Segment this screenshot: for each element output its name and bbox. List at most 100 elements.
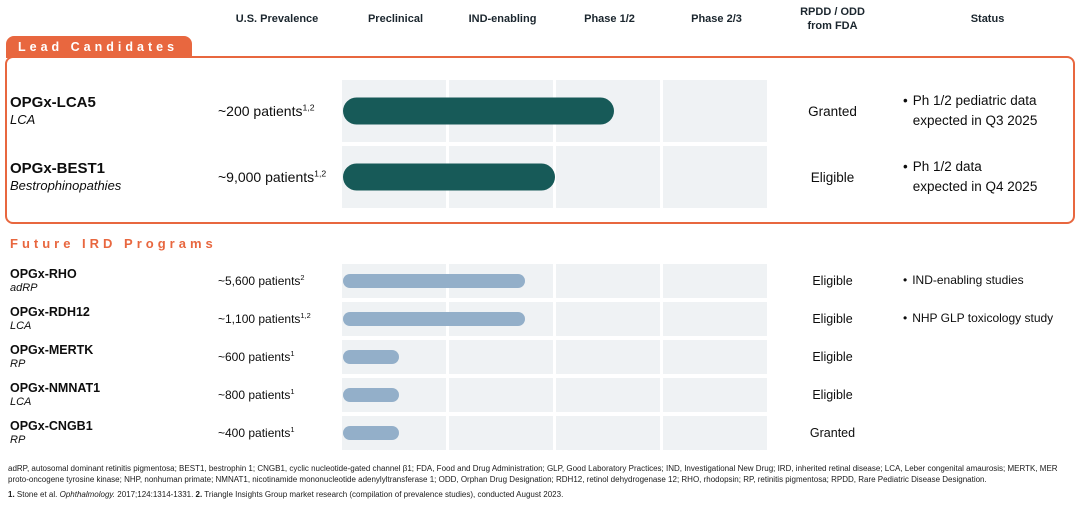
prevalence-reference-superscript: 1 xyxy=(290,387,295,396)
program-indication: LCA xyxy=(10,395,32,408)
program-name: OPGx-NMNAT1 xyxy=(10,380,101,395)
column-header-prevalence: U.S. Prevalence xyxy=(235,12,319,25)
progress-bar xyxy=(343,97,614,125)
pipeline-row-opgx-lca5: OPGx-LCA5 LCA ~200 patients1,2 Granted • Ph 1… xyxy=(0,78,1080,144)
stage-track xyxy=(342,144,770,210)
stage-track xyxy=(342,414,770,452)
program-name: OPGx-BEST1 xyxy=(10,160,106,178)
us-prevalence-value: ~1,100 patients1,2 xyxy=(218,311,311,326)
reference-segment: Triangle Insights Group market research … xyxy=(202,489,564,499)
status-bullet-icon: • xyxy=(903,311,908,326)
status-bullet-icon: • xyxy=(903,273,908,288)
stage-track xyxy=(342,262,770,300)
rpdd-odd-value: Eligible xyxy=(812,274,853,288)
program-indication: LCA xyxy=(10,319,32,332)
program-name: OPGx-RDH12 xyxy=(10,304,90,319)
program-cell: OPGx-RDH12 LCA xyxy=(0,305,212,333)
stage-column-band xyxy=(556,340,660,374)
us-prevalence-value: ~5,600 patients2 xyxy=(218,273,305,288)
stage-column-band xyxy=(556,146,660,208)
us-prevalence-value: ~600 patients1 xyxy=(218,349,295,364)
column-header-status: Status xyxy=(970,12,1005,25)
column-header-row: U.S. Prevalence Preclinical IND-enabling P… xyxy=(0,6,1080,34)
pipeline-row-opgx-cngb1: OPGx-CNGB1 RP ~400 patients1 Granted xyxy=(0,414,1080,452)
program-indication: Bestrophinopathies xyxy=(10,178,122,194)
abbreviations-text: adRP, autosomal dominant retinitis pigme… xyxy=(8,464,1058,484)
status-text: IND-enabling studies xyxy=(912,273,1024,288)
prevalence-reference-superscript: 1,2 xyxy=(302,102,315,113)
rpdd-odd-value: Eligible xyxy=(810,169,855,185)
stage-column-band xyxy=(556,264,660,298)
status-text: Ph 1/2 data expected in Q4 2025 xyxy=(912,159,1038,194)
stage-column-band xyxy=(556,302,660,336)
status-cell: • NHP GLP toxicology study xyxy=(895,311,1080,327)
program-cell: OPGx-MERTK RP xyxy=(0,343,212,371)
stage-column-band xyxy=(449,340,553,374)
future-programs-label: Future IRD Programs xyxy=(10,236,217,251)
program-cell: OPGx-RHO adRP xyxy=(0,267,212,295)
stage-column-band xyxy=(449,416,553,450)
footnotes: adRP, autosomal dominant retinitis pigme… xyxy=(8,464,1072,500)
pipeline-row-opgx-mertk: OPGx-MERTK RP ~600 patients1 Eligible xyxy=(0,338,1080,376)
progress-bar xyxy=(343,274,526,288)
program-name: OPGx-MERTK xyxy=(10,342,94,357)
progress-bar xyxy=(343,426,399,440)
rpdd-odd-value: Eligible xyxy=(812,350,853,364)
stage-column-band xyxy=(556,416,660,450)
status-text: Ph 1/2 pediatric data expected in Q3 202… xyxy=(912,93,1038,128)
us-prevalence-value: ~400 patients1 xyxy=(218,425,295,440)
program-name: OPGx-RHO xyxy=(10,266,77,281)
program-cell: OPGx-CNGB1 RP xyxy=(0,419,212,447)
progress-bar xyxy=(343,388,399,402)
stage-column-band xyxy=(663,340,767,374)
prevalence-reference-superscript: 1,2 xyxy=(300,311,311,320)
rpdd-odd-value: Eligible xyxy=(812,388,853,402)
status-text: NHP GLP toxicology study xyxy=(912,311,1054,326)
future-rows: OPGx-RHO adRP ~5,600 patients2 Eligible • IND… xyxy=(0,262,1080,452)
status-bullet-icon: • xyxy=(903,93,908,109)
reference-segment: Ophthalmology. xyxy=(59,489,116,499)
stage-track xyxy=(342,338,770,376)
pipeline-row-opgx-nmnat1: OPGx-NMNAT1 LCA ~800 patients1 Eligible xyxy=(0,376,1080,414)
reference-marker: 1. xyxy=(8,489,15,499)
stage-track xyxy=(342,78,770,144)
program-name: OPGx-CNGB1 xyxy=(10,418,93,433)
reference-marker: 2. xyxy=(195,489,203,499)
stage-column-band xyxy=(663,146,767,208)
stage-column-band xyxy=(556,378,660,412)
rpdd-odd-value: Granted xyxy=(808,103,857,119)
program-indication: RP xyxy=(10,357,26,370)
pipeline-row-opgx-best1: OPGx-BEST1 Bestrophinopathies ~9,000 patie… xyxy=(0,144,1080,210)
rpdd-odd-value: Granted xyxy=(809,426,856,440)
column-header-stage: IND-enabling xyxy=(468,12,537,25)
pipeline-row-opgx-rdh12: OPGx-RDH12 LCA ~1,100 patients1,2 Eligible •… xyxy=(0,300,1080,338)
column-header-stage: Phase 2/3 xyxy=(691,12,742,25)
column-header-stage: Phase 1/2 xyxy=(584,12,635,25)
column-header-rpdd: RPDD / ODD from FDA xyxy=(800,6,865,32)
stage-track xyxy=(342,300,770,338)
stage-column-band xyxy=(663,264,767,298)
us-prevalence-value: ~800 patients1 xyxy=(218,387,295,402)
reference-segment: Stone et al. xyxy=(14,489,60,499)
stage-headers: Preclinical IND-enabling Phase 1/2 Phase 2/… xyxy=(342,13,770,27)
references-text: 1. Stone et al. Ophthalmology. 2017;124:… xyxy=(8,490,1072,501)
program-cell: OPGx-NMNAT1 LCA xyxy=(0,381,212,409)
pipeline-row-opgx-rho: OPGx-RHO adRP ~5,600 patients2 Eligible • IND… xyxy=(0,262,1080,300)
status-cell: • IND-enabling studies xyxy=(895,273,1080,289)
status-bullet-icon: • xyxy=(903,159,908,175)
lead-rows: OPGx-LCA5 LCA ~200 patients1,2 Granted • Ph 1… xyxy=(0,78,1080,210)
prevalence-reference-superscript: 2 xyxy=(300,273,305,282)
reference-segment: 2017;124:1314-1331. xyxy=(115,489,196,499)
program-cell: OPGx-BEST1 Bestrophinopathies xyxy=(0,160,212,194)
us-prevalence-value: ~200 patients1,2 xyxy=(218,102,315,119)
stage-column-band xyxy=(663,416,767,450)
stage-column-band xyxy=(663,302,767,336)
column-header-stage: Preclinical xyxy=(367,12,424,25)
prevalence-reference-superscript: 1 xyxy=(290,349,295,358)
program-indication: RP xyxy=(10,433,26,446)
stage-column-band xyxy=(663,80,767,142)
status-cell: • Ph 1/2 data expected in Q4 2025 xyxy=(895,157,1080,196)
us-prevalence-value: ~9,000 patients1,2 xyxy=(218,168,327,185)
prevalence-reference-superscript: 1 xyxy=(290,425,295,434)
